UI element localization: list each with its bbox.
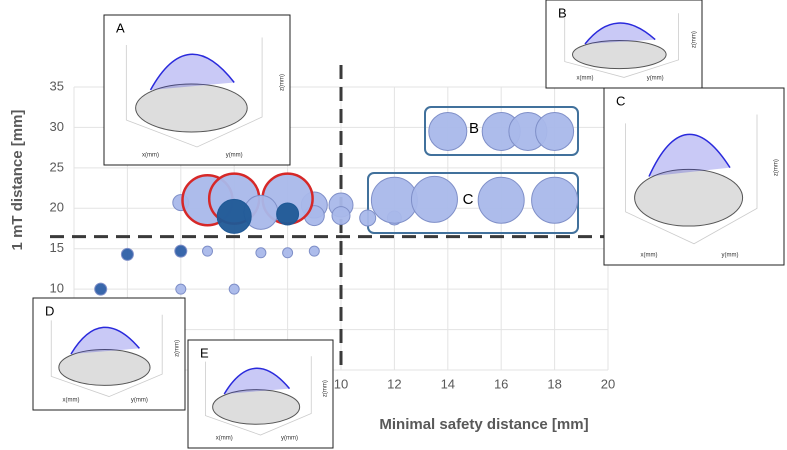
inset-device [58, 349, 151, 386]
inset-letter: E [200, 345, 209, 360]
group-label: C [463, 191, 474, 208]
bubble [477, 176, 525, 224]
bubble [410, 175, 458, 223]
y-tick-label: 35 [50, 78, 64, 93]
bubble [94, 282, 108, 296]
inset-z-label: z(mm) [175, 340, 181, 357]
inset-device [212, 389, 301, 425]
inset: Cx(mm) y(mm) z(mm) [603, 87, 785, 266]
inset-letter: D [45, 303, 54, 318]
y-axis-label: 1 mT distance [mm] [9, 110, 26, 251]
inset-z-label: z(mm) [692, 31, 698, 48]
inset: Dx(mm) y(mm) z(mm) [32, 297, 186, 411]
bubble [282, 247, 294, 259]
inset-device [135, 83, 248, 133]
bubble [308, 245, 320, 257]
inset-field [648, 133, 731, 177]
x-tick-label: 14 [441, 376, 455, 391]
x-tick-label: 10 [334, 376, 348, 391]
bubble [174, 244, 188, 258]
inset-y-label: y(mm) [722, 253, 739, 259]
inset-y-label: y(mm) [281, 436, 298, 442]
inset-field [223, 367, 291, 395]
inset-frame [564, 13, 679, 78]
inset: Ex(mm) y(mm) z(mm) [187, 339, 334, 449]
group-label: B [469, 120, 479, 137]
inset: Ax(mm) y(mm) z(mm) [103, 14, 291, 166]
inset-z-label: z(mm) [280, 74, 286, 91]
x-tick-label: 18 [547, 376, 561, 391]
bubble [175, 283, 187, 295]
inset-frame [125, 37, 263, 148]
inset-frame [50, 314, 163, 397]
bubble [276, 202, 300, 226]
bubble [359, 209, 377, 227]
inset-z-label: z(mm) [774, 159, 780, 176]
bubble [255, 247, 267, 259]
x-tick-label: 20 [601, 376, 615, 391]
bubble [216, 198, 252, 234]
inset-x-label: x(mm) [216, 436, 233, 442]
inset-letter: B [558, 5, 567, 20]
inset-x-label: x(mm) [63, 398, 80, 404]
y-tick-label: 30 [50, 119, 64, 134]
inset-y-label: y(mm) [647, 76, 664, 82]
inset-frame [625, 114, 758, 245]
group-box [367, 172, 579, 234]
y-tick-label: 15 [50, 240, 64, 255]
inset-letter: C [616, 93, 625, 108]
inset-x-label: x(mm) [142, 153, 159, 159]
inset-field [584, 22, 656, 45]
inset-x-label: x(mm) [577, 76, 594, 82]
x-tick-label: 12 [387, 376, 401, 391]
x-tick-label: 16 [494, 376, 508, 391]
y-tick-label: 20 [50, 200, 64, 215]
inset-letter: A [116, 20, 125, 35]
x-axis-label: Minimal safety distance [mm] [379, 416, 588, 433]
bubble [370, 176, 418, 224]
inset-x-label: x(mm) [641, 253, 658, 259]
bubble [120, 247, 134, 261]
inset-field [149, 53, 235, 91]
inset-frame [205, 356, 312, 436]
y-tick-label: 10 [50, 281, 64, 296]
inset-y-label: y(mm) [226, 153, 243, 159]
y-tick-label: 25 [50, 159, 64, 174]
bubble [531, 176, 579, 224]
bubble [535, 111, 575, 151]
inset-field [70, 326, 140, 355]
inset: Bx(mm) y(mm) z(mm) [545, 0, 703, 89]
bubble [228, 283, 240, 295]
inset-device [572, 39, 667, 70]
bubble [331, 206, 351, 226]
group-box [424, 106, 579, 156]
bubble [202, 245, 213, 257]
inset-z-label: z(mm) [323, 380, 329, 397]
inset-y-label: y(mm) [131, 398, 148, 404]
inset-device [634, 168, 744, 227]
bubble [428, 111, 468, 151]
